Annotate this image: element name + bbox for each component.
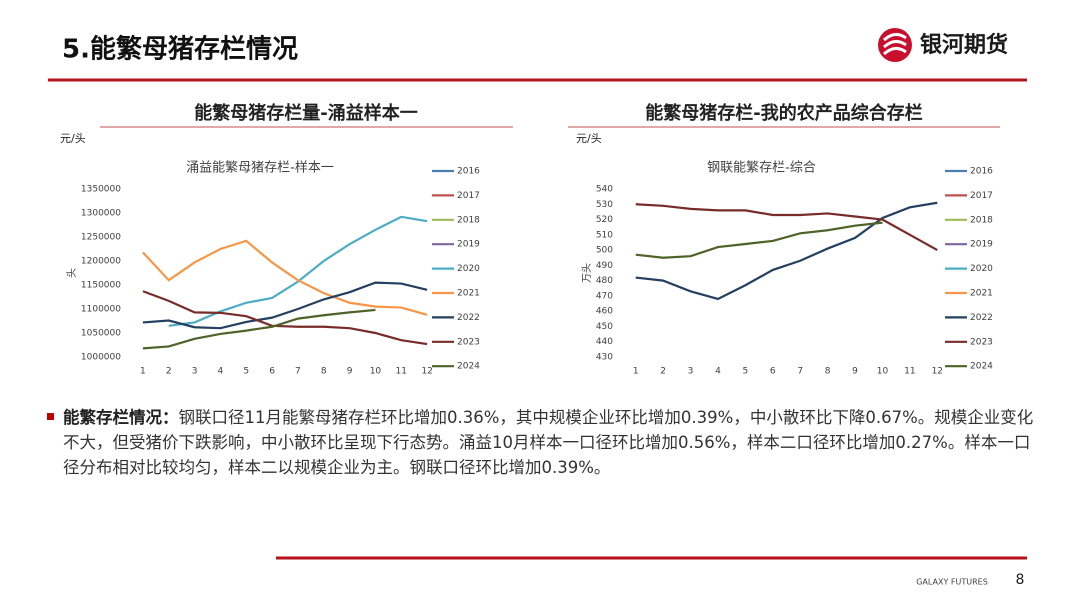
y-tick-label: 510	[596, 230, 613, 240]
x-tick-label: 1	[633, 367, 639, 377]
y-axis-label: 万头	[581, 263, 593, 283]
x-tick-label: 10	[370, 367, 382, 377]
slide-title: 5.能繁母猪存栏情况	[62, 34, 298, 65]
series-line	[635, 201, 938, 301]
x-tick-label: 11	[396, 367, 407, 377]
legend-label: 2019	[970, 240, 993, 250]
x-tick-label: 9	[852, 367, 858, 377]
y-tick-label: 1300000	[81, 209, 121, 219]
legend-label: 2016	[457, 167, 480, 177]
legend-label: 2017	[457, 191, 480, 201]
unit-label: 元/头	[60, 132, 86, 145]
panel-title: 能繁母猪存栏-我的农产品综合存栏	[645, 102, 922, 124]
summary-lead: 能繁存栏情况：	[63, 408, 179, 427]
x-tick-label: 5	[243, 367, 249, 377]
legend-label: 2024	[457, 362, 480, 372]
legend-label: 2020	[970, 264, 993, 274]
legend-label: 2022	[970, 313, 993, 323]
y-tick-label: 440	[596, 337, 613, 347]
series-line	[635, 221, 883, 259]
footer-brand: GALAXY FUTURES	[916, 578, 988, 587]
y-tick-label: 460	[596, 307, 613, 317]
x-tick-label: 7	[295, 367, 301, 377]
y-tick-label: 540	[596, 185, 613, 195]
y-tick-label: 500	[596, 246, 613, 256]
bullet	[47, 413, 54, 420]
y-tick-label: 490	[596, 261, 613, 271]
panel-title: 能繁母猪存栏量-涌益样本一	[194, 102, 417, 124]
logo-text: 银河期货	[920, 32, 1008, 58]
legend-label: 2020	[457, 264, 480, 274]
chart-title: 涌益能繁母猪存栏-样本一	[186, 160, 334, 176]
legend-label: 2023	[457, 337, 480, 347]
chart-title: 钢联能繁存栏-综合	[707, 160, 816, 176]
x-tick-label: 10	[877, 367, 889, 377]
y-axis-label: 头	[66, 268, 78, 278]
y-tick-label: 520	[596, 215, 613, 225]
x-tick-label: 12	[932, 367, 943, 377]
x-tick-label: 2	[660, 367, 666, 377]
page-number: 8	[1016, 572, 1025, 588]
x-tick-label: 3	[688, 367, 694, 377]
x-tick-label: 2	[166, 367, 172, 377]
x-tick-label: 8	[321, 367, 327, 377]
y-tick-label: 470	[596, 291, 613, 301]
legend-label: 2017	[970, 191, 993, 201]
legend-label: 2024	[970, 362, 993, 372]
y-tick-label: 450	[596, 322, 613, 332]
unit-label: 元/头	[576, 132, 602, 145]
y-tick-label: 1050000	[81, 329, 121, 339]
summary: 能繁存栏情况：钢联口径11月能繁母猪存栏环比增加0.36%，其中规模企业环比增加…	[63, 405, 1038, 480]
x-tick-label: 12	[421, 367, 432, 377]
x-tick-label: 5	[743, 367, 749, 377]
series-line	[142, 281, 428, 330]
x-tick-label: 6	[269, 367, 275, 377]
legend-label: 2019	[457, 240, 480, 250]
x-tick-label: 11	[904, 367, 915, 377]
y-tick-label: 1200000	[81, 257, 121, 267]
x-tick-label: 8	[825, 367, 831, 377]
y-tick-label: 530	[596, 200, 613, 210]
y-tick-label: 1000000	[81, 353, 121, 363]
y-tick-label: 480	[596, 276, 613, 286]
legend-label: 2016	[970, 167, 993, 177]
legend-label: 2023	[970, 337, 993, 347]
x-tick-label: 1	[140, 367, 146, 377]
x-tick-label: 9	[347, 367, 353, 377]
legend-label: 2021	[457, 289, 480, 299]
series-line	[142, 290, 428, 346]
summary-text: 钢联口径11月能繁母猪存栏环比增加0.36%，其中规模企业环比增加0.39%，中…	[63, 408, 1034, 477]
logo-icon	[878, 28, 912, 62]
series-line	[635, 203, 938, 252]
series-line	[142, 239, 428, 316]
legend-label: 2018	[457, 215, 480, 225]
series-line	[142, 308, 376, 350]
series-line	[168, 215, 428, 327]
y-tick-label: 1350000	[81, 185, 121, 195]
y-tick-label: 1250000	[81, 233, 121, 243]
x-tick-label: 6	[770, 367, 776, 377]
x-tick-label: 4	[218, 367, 224, 377]
legend-label: 2022	[457, 313, 480, 323]
x-tick-label: 3	[192, 367, 198, 377]
y-tick-label: 1100000	[81, 305, 121, 315]
x-tick-label: 4	[715, 367, 721, 377]
y-tick-label: 430	[596, 353, 613, 363]
legend-label: 2021	[970, 289, 993, 299]
y-tick-label: 1150000	[81, 281, 121, 291]
legend-label: 2018	[970, 215, 993, 225]
x-tick-label: 7	[797, 367, 803, 377]
